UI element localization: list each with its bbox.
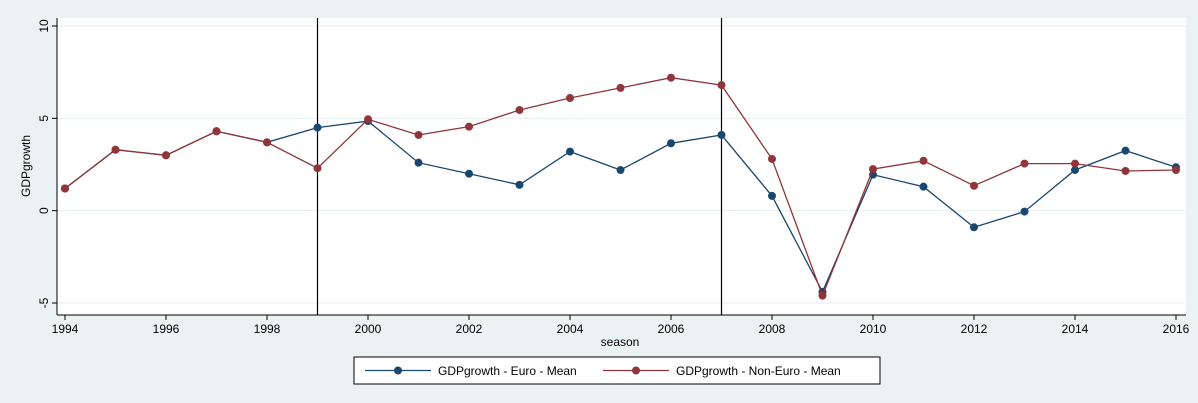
x-tick-label: 2014 bbox=[1062, 322, 1089, 336]
data-point bbox=[616, 83, 625, 92]
legend-label-non-euro: GDPgrowth - Non-Euro - Mean bbox=[676, 364, 841, 378]
x-tick-label: 2016 bbox=[1163, 322, 1190, 336]
data-point bbox=[465, 169, 473, 178]
data-point bbox=[717, 130, 726, 139]
x-tick-label: 1994 bbox=[52, 322, 79, 336]
data-point bbox=[515, 106, 524, 115]
data-point bbox=[717, 81, 726, 90]
x-tick-label: 1998 bbox=[254, 322, 281, 336]
x-axis-ticks: 1994 1996 1998 2000 2002 2004 2006 2008 2010 2012… bbox=[52, 315, 1190, 336]
data-point bbox=[566, 147, 574, 156]
legend: GDPgrowth - Euro - Mean GDPgrowth - Non-… bbox=[353, 356, 881, 385]
x-tick-label: 2012 bbox=[961, 322, 988, 336]
data-point bbox=[818, 291, 827, 300]
series-layer bbox=[61, 73, 1180, 300]
data-point bbox=[515, 180, 524, 189]
data-point bbox=[1172, 166, 1180, 175]
data-point bbox=[667, 139, 675, 148]
x-tick-label: 2002 bbox=[456, 322, 483, 336]
data-point bbox=[1071, 159, 1079, 168]
data-point bbox=[1020, 159, 1029, 168]
legend-item-non-euro: GDPgrowth - Non-Euro - Mean bbox=[603, 364, 841, 378]
legend-marker-euro bbox=[394, 366, 402, 375]
data-point bbox=[667, 73, 675, 82]
data-point bbox=[212, 127, 221, 136]
data-point bbox=[263, 138, 271, 147]
y-tick-label: 5 bbox=[37, 115, 51, 122]
data-point bbox=[1121, 146, 1130, 155]
data-point bbox=[1020, 207, 1029, 216]
y-tick-label: 0 bbox=[37, 207, 51, 214]
data-point bbox=[566, 94, 574, 103]
data-point bbox=[616, 166, 625, 175]
x-tick-label: 1996 bbox=[153, 322, 180, 336]
y-axis-title: GDPgrowth bbox=[19, 135, 33, 197]
data-point bbox=[768, 191, 776, 200]
legend-label-euro: GDPgrowth - Euro - Mean bbox=[438, 364, 577, 378]
legend-item-euro: GDPgrowth - Euro - Mean bbox=[365, 364, 577, 378]
legend-marker-non-euro bbox=[632, 366, 640, 375]
data-point bbox=[111, 145, 120, 154]
data-point bbox=[61, 184, 69, 193]
y-tick-label: 10 bbox=[37, 19, 51, 33]
data-point bbox=[162, 151, 170, 160]
x-tick-label: 2006 bbox=[658, 322, 685, 336]
data-point bbox=[364, 115, 372, 124]
grid-lines bbox=[57, 25, 1186, 304]
data-point bbox=[414, 158, 423, 167]
x-tick-label: 2010 bbox=[860, 322, 887, 336]
data-point bbox=[919, 156, 928, 165]
data-point bbox=[313, 123, 322, 132]
data-point bbox=[465, 122, 473, 131]
y-tick-label: -5 bbox=[37, 297, 51, 308]
data-point bbox=[414, 130, 423, 139]
data-point bbox=[1121, 166, 1130, 175]
x-tick-label: 2000 bbox=[355, 322, 382, 336]
data-point bbox=[869, 165, 877, 174]
x-axis-title: season bbox=[601, 335, 640, 349]
data-point bbox=[970, 223, 978, 232]
x-tick-label: 2008 bbox=[759, 322, 786, 336]
data-point bbox=[1071, 166, 1079, 175]
data-point bbox=[768, 154, 776, 163]
y-axis-ticks: -5 0 5 10 bbox=[37, 19, 57, 308]
data-point bbox=[970, 181, 978, 190]
x-tick-label: 2004 bbox=[557, 322, 584, 336]
data-point bbox=[313, 164, 322, 173]
data-point bbox=[919, 182, 928, 191]
